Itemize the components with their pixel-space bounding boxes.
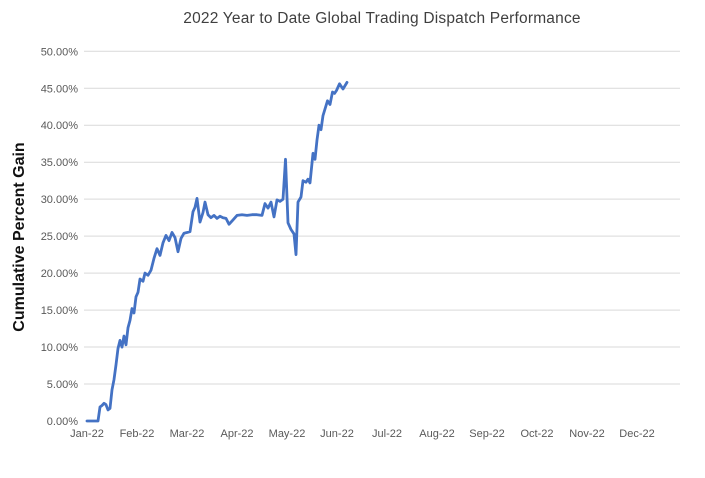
x-tick-label: Jan-22 bbox=[70, 428, 104, 440]
x-tick-label: Mar-22 bbox=[170, 428, 205, 440]
y-tick-label: 50.00% bbox=[41, 46, 79, 58]
chart-title: 2022 Year to Date Global Trading Dispatc… bbox=[183, 10, 581, 27]
x-tick-label: Feb-22 bbox=[120, 428, 155, 440]
y-tick-label: 45.00% bbox=[41, 83, 79, 95]
x-tick-label: Dec-22 bbox=[619, 428, 654, 440]
y-tick-label: 30.00% bbox=[41, 194, 79, 206]
x-tick-label: Apr-22 bbox=[220, 428, 253, 440]
x-tick-label: Nov-22 bbox=[569, 428, 604, 440]
y-tick-label: 20.00% bbox=[41, 268, 79, 280]
x-tick-label: Jun-22 bbox=[320, 428, 354, 440]
x-tick-label: Aug-22 bbox=[419, 428, 454, 440]
y-tick-label: 10.00% bbox=[41, 342, 79, 354]
x-tick-label: Oct-22 bbox=[520, 428, 553, 440]
y-tick-label: 25.00% bbox=[41, 231, 79, 243]
y-tick-label: 40.00% bbox=[41, 120, 79, 132]
y-tick-label: 5.00% bbox=[47, 379, 78, 391]
x-tick-label: May-22 bbox=[269, 428, 306, 440]
y-tick-label: 15.00% bbox=[41, 305, 79, 317]
y-tick-label: 35.00% bbox=[41, 157, 79, 169]
y-tick-label: 0.00% bbox=[47, 416, 78, 428]
x-tick-label: Sep-22 bbox=[469, 428, 504, 440]
x-tick-label: Jul-22 bbox=[372, 428, 402, 440]
performance-line bbox=[85, 81, 349, 423]
y-axis-title: Cumulative Percent Gain bbox=[11, 142, 28, 332]
